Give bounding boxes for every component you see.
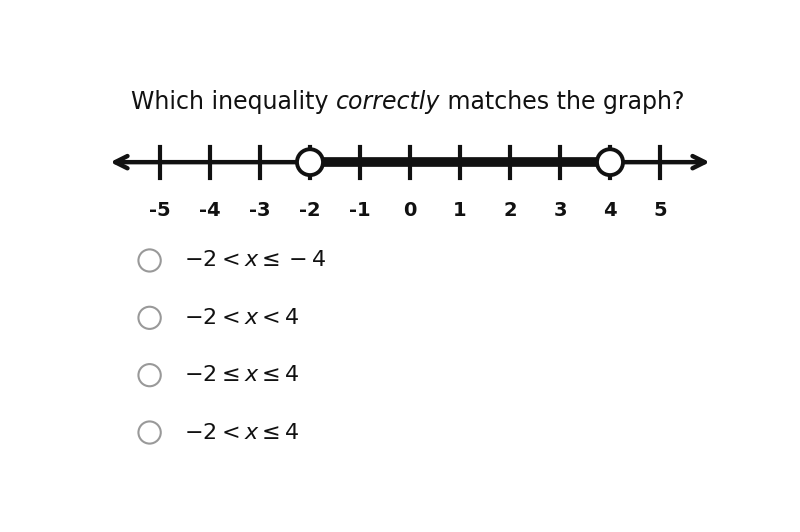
Text: Which inequality: Which inequality: [131, 90, 336, 114]
Text: $-2 < x < 4$: $-2 < x < 4$: [184, 308, 299, 328]
Text: -3: -3: [250, 201, 270, 220]
Text: $-2 < x \leq 4$: $-2 < x \leq 4$: [184, 422, 299, 443]
Text: 3: 3: [554, 201, 566, 220]
Text: -1: -1: [349, 201, 371, 220]
Text: -4: -4: [199, 201, 221, 220]
Ellipse shape: [138, 307, 161, 329]
Ellipse shape: [138, 421, 161, 444]
Text: -2: -2: [299, 201, 321, 220]
Text: $-2 \leq x \leq 4$: $-2 \leq x \leq 4$: [184, 365, 299, 385]
Text: 4: 4: [603, 201, 617, 220]
Text: -5: -5: [149, 201, 171, 220]
Text: matches the graph?: matches the graph?: [440, 90, 685, 114]
Text: 0: 0: [403, 201, 417, 220]
Ellipse shape: [138, 364, 161, 386]
Ellipse shape: [297, 149, 323, 175]
Text: 5: 5: [653, 201, 667, 220]
Text: correctly: correctly: [336, 90, 440, 114]
Text: 2: 2: [503, 201, 517, 220]
Text: $-2 < x \leq -4$: $-2 < x \leq -4$: [184, 251, 326, 270]
Text: 1: 1: [453, 201, 467, 220]
Ellipse shape: [597, 149, 623, 175]
Ellipse shape: [138, 250, 161, 271]
